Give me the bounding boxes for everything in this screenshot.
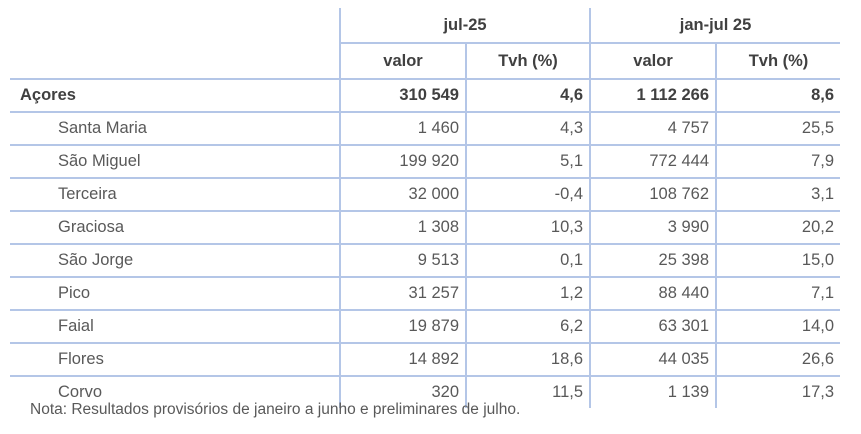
cell-value: 11,5 <box>464 376 591 408</box>
blank-header <box>10 43 340 79</box>
table-row: Açores 310 549 4,6 1 112 266 8,6 <box>10 79 841 112</box>
cell-value: 310 549 <box>339 79 466 112</box>
footnote: Nota: Resultados provisórios de janeiro … <box>30 401 521 418</box>
header-row-groups: jul-25 jan-jul 25 <box>10 8 841 43</box>
table-row: Graciosa 1 308 10,3 3 990 20,2 <box>10 211 841 244</box>
cell-value: 19 879 <box>339 310 466 343</box>
table-row: Corvo 320 11,5 1 139 17,3 <box>10 376 841 408</box>
cell-value: 320 <box>339 376 466 408</box>
row-label: Flores <box>58 350 104 368</box>
cell-value: 4,3 <box>464 112 591 145</box>
cell-value: 7,1 <box>715 277 841 310</box>
cell-value: 4 757 <box>589 112 717 145</box>
cell-value: 1 139 <box>589 376 717 408</box>
cell-value: -0,4 <box>464 178 591 211</box>
cell-value: 44 035 <box>589 343 717 376</box>
cell-value: 8,6 <box>715 79 841 112</box>
cell-value: 14,0 <box>715 310 841 343</box>
col-header-tvh: Tvh (%) <box>464 42 591 79</box>
group-header-jan-jul: jan-jul 25 <box>589 8 841 43</box>
cell-value: 25,5 <box>715 112 841 145</box>
cell-value: 1 460 <box>339 112 466 145</box>
cell-value: 0,1 <box>464 244 591 277</box>
row-label: São Miguel <box>58 152 141 170</box>
cell-value: 9 513 <box>339 244 466 277</box>
cell-value: 5,1 <box>464 145 591 178</box>
cell-value: 199 920 <box>339 145 466 178</box>
cell-value: 7,9 <box>715 145 841 178</box>
cell-value: 1,2 <box>464 277 591 310</box>
data-table: jul-25 jan-jul 25 valor Tvh (%) valor Tv… <box>10 8 841 408</box>
row-label: Graciosa <box>58 218 125 236</box>
col-header-tvh: Tvh (%) <box>715 42 841 79</box>
cell-value: 4,6 <box>464 79 591 112</box>
cell-value: 3 990 <box>589 211 717 244</box>
cell-value: 63 301 <box>589 310 717 343</box>
cell-value: 3,1 <box>715 178 841 211</box>
cell-value: 20,2 <box>715 211 841 244</box>
cell-value: 14 892 <box>339 343 466 376</box>
cell-value: 772 444 <box>589 145 717 178</box>
cell-value: 1 112 266 <box>589 79 717 112</box>
col-header-valor: valor <box>589 42 717 79</box>
cell-value: 15,0 <box>715 244 841 277</box>
table-row: Flores 14 892 18,6 44 035 26,6 <box>10 343 841 376</box>
cell-value: 6,2 <box>464 310 591 343</box>
table-row: São Jorge 9 513 0,1 25 398 15,0 <box>10 244 841 277</box>
cell-value: 18,6 <box>464 343 591 376</box>
row-label: Faial <box>58 317 94 335</box>
row-label: Pico <box>58 284 91 302</box>
cell-value: 17,3 <box>715 376 841 408</box>
blank-header <box>10 8 340 43</box>
row-label: Santa Maria <box>58 119 147 137</box>
table-row: Terceira 32 000 -0,4 108 762 3,1 <box>10 178 841 211</box>
table-row: Santa Maria 1 460 4,3 4 757 25,5 <box>10 112 841 145</box>
cell-value: 31 257 <box>339 277 466 310</box>
header-row-subcols: valor Tvh (%) valor Tvh (%) <box>10 42 841 79</box>
cell-value: 88 440 <box>589 277 717 310</box>
group-header-jul: jul-25 <box>338 8 591 43</box>
table-row: Faial 19 879 6,2 63 301 14,0 <box>10 310 841 343</box>
row-label: Terceira <box>58 185 117 203</box>
cell-value: 32 000 <box>339 178 466 211</box>
col-header-valor: valor <box>339 42 466 79</box>
row-label: São Jorge <box>58 251 134 269</box>
table-row: São Miguel 199 920 5,1 772 444 7,9 <box>10 145 841 178</box>
cell-value: 108 762 <box>589 178 717 211</box>
cell-value: 10,3 <box>464 211 591 244</box>
table-row: Pico 31 257 1,2 88 440 7,1 <box>10 277 841 310</box>
cell-value: 26,6 <box>715 343 841 376</box>
row-label: Açores <box>20 86 76 104</box>
row-label: Corvo <box>58 383 103 401</box>
cell-value: 25 398 <box>589 244 717 277</box>
cell-value: 1 308 <box>339 211 466 244</box>
